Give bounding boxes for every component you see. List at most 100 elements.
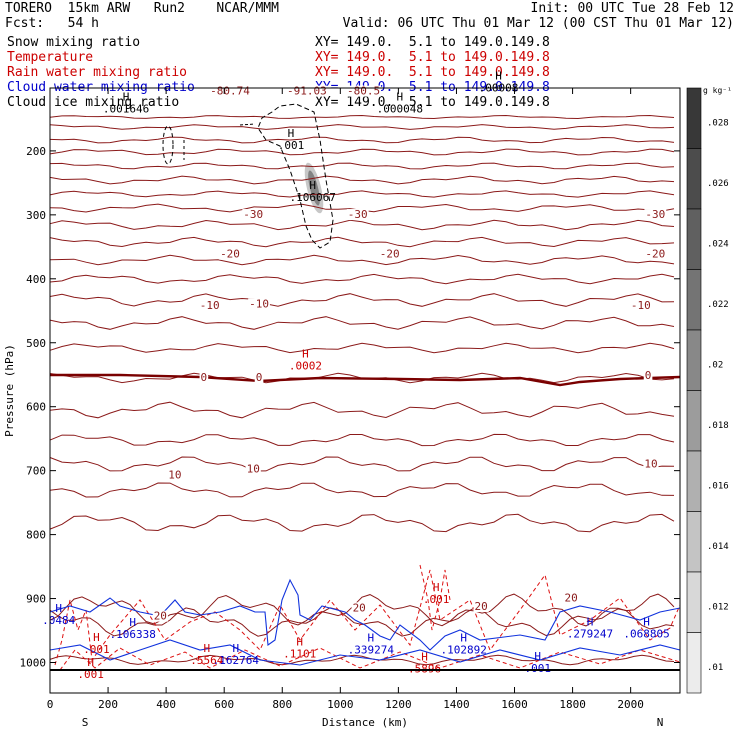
isotherm-label: -80.5 — [347, 85, 380, 98]
colorbar-label: .012 — [707, 602, 729, 612]
isotherm-line — [49, 401, 675, 419]
isotherm-label: -80.74 — [210, 85, 250, 98]
right-endpoint-label: N — [657, 716, 664, 729]
x-tick-label: 1400 — [443, 698, 470, 711]
contour-label-bg — [199, 372, 209, 384]
isotherm-label: -20 — [645, 248, 665, 261]
x-tick-label: 1800 — [559, 698, 586, 711]
isotherm-line — [49, 456, 675, 472]
colorbar-swatch — [686, 87, 702, 149]
maximum-marker: H — [433, 581, 440, 594]
x-tick-label: 2000 — [617, 698, 644, 711]
colorbar-swatch — [686, 269, 702, 331]
contour-label-bg — [473, 601, 489, 613]
isotherm-line — [49, 219, 675, 231]
isotherm-line — [49, 162, 675, 170]
contour-label-bg — [219, 248, 241, 260]
contour-label-bg — [254, 372, 264, 384]
x-axis-label: Distance (km) — [322, 716, 408, 729]
maximum-marker: H — [87, 656, 94, 669]
isotherm-line — [49, 236, 675, 248]
maximum-marker: H — [397, 91, 404, 104]
isotherm-line — [49, 254, 675, 266]
isotherm-label: 0 — [201, 371, 208, 384]
isotherm-label: -10 — [200, 299, 220, 312]
isotherm-line — [49, 175, 675, 185]
colorbar-label: .018 — [707, 421, 729, 431]
maximum-value: .001 — [77, 668, 104, 681]
forecast-hour: Fcst: 54 h — [5, 16, 99, 31]
maximum-marker: H — [534, 650, 541, 663]
rain-water-contour — [54, 569, 681, 666]
field-xy-temperature: XY= 149.0. 5.1 to 149.0.149.8 — [315, 50, 550, 65]
field-xy-snow: XY= 149.0. 5.1 to 149.0.149.8 — [315, 35, 550, 50]
isotherm-line — [49, 654, 675, 666]
contour-label-bg — [209, 85, 251, 97]
field-xy-cloud-ice: XY= 149.0. 5.1 to 149.0.149.8 — [315, 95, 550, 110]
maximum-value: .001 — [524, 662, 551, 675]
isotherm-line — [49, 342, 675, 354]
isotherm-label: 20 — [154, 610, 167, 623]
colorbar-label: .028 — [707, 118, 729, 128]
contour-label-bg — [152, 610, 168, 622]
x-tick-label: 800 — [272, 698, 292, 711]
contour-label-bg — [563, 592, 579, 604]
colorbar-swatch — [686, 632, 702, 694]
cloud-ice-contour — [239, 123, 256, 126]
maximum-value: .000048 — [377, 103, 423, 116]
plot-header: TORERO 15km ARW Run2 NCAR/MMM Init: 00 U… — [0, 0, 740, 110]
isotherm-label: 10 — [644, 457, 657, 470]
isotherm-label: 0 — [645, 369, 652, 382]
maximum-value: .001 — [423, 593, 450, 606]
isotherm-label: 10 — [247, 463, 260, 476]
model-title: TORERO 15km ARW Run2 NCAR/MMM — [5, 1, 279, 16]
isotherm-line — [49, 316, 675, 330]
isotherm-line — [49, 124, 675, 130]
colorbar-swatch — [686, 208, 702, 270]
cloud-water-contour — [49, 578, 681, 651]
contour-label-bg — [167, 469, 183, 481]
isotherm-label: -10 — [631, 299, 651, 312]
contour-label-bg — [629, 299, 652, 311]
maximum-marker: H — [232, 642, 239, 655]
field-label-cloud-ice: Cloud ice mixing ratio — [7, 95, 180, 110]
contour-label-bg — [248, 298, 270, 310]
rain-water-contour — [419, 564, 451, 631]
isotherm-label: 20 — [565, 592, 578, 605]
maximum-value: .001646 — [103, 103, 149, 116]
maximum-marker: H — [203, 642, 210, 655]
maximum-marker: H — [296, 635, 303, 648]
x-tick-label: 1000 — [327, 698, 354, 711]
isotherm-label: 20 — [475, 600, 488, 613]
maximum-marker: H — [460, 632, 467, 645]
contour-label-bg — [378, 248, 401, 260]
y-tick-label: 900 — [26, 593, 46, 606]
maximum-value: .0484 — [42, 614, 75, 627]
contour-label-bg — [242, 209, 265, 221]
isotherm-label: -30 — [645, 208, 665, 221]
colorbar-label: .02 — [707, 360, 723, 370]
isotherm-label: 20 — [353, 601, 366, 614]
maximum-value: .068805 — [623, 628, 669, 641]
isotherm-label: -30 — [243, 208, 263, 221]
isotherm-line — [49, 482, 675, 498]
maximum-marker: H — [129, 616, 136, 629]
x-tick-label: 1600 — [501, 698, 528, 711]
contour-label-bg — [286, 85, 328, 97]
valid-time: Valid: 06 UTC Thu 01 Mar 12 (00 CST Thu … — [342, 16, 734, 31]
x-tick-label: 1200 — [385, 698, 412, 711]
colorbar-swatch — [686, 148, 702, 210]
colorbar-label: .026 — [707, 179, 729, 189]
colorbar-swatch — [686, 390, 702, 452]
x-tick-label: 600 — [214, 698, 234, 711]
maximum-value: .162764 — [213, 654, 260, 667]
contour-label-bg — [245, 463, 261, 475]
isotherm-line — [49, 136, 675, 144]
contour-label-bg — [346, 209, 369, 221]
isotherm-line — [49, 293, 675, 307]
cloud-ice-contour — [162, 125, 174, 165]
maximum-marker: H — [643, 616, 650, 629]
isotherm-label: -20 — [220, 248, 240, 261]
maximum-marker: H — [123, 91, 130, 104]
